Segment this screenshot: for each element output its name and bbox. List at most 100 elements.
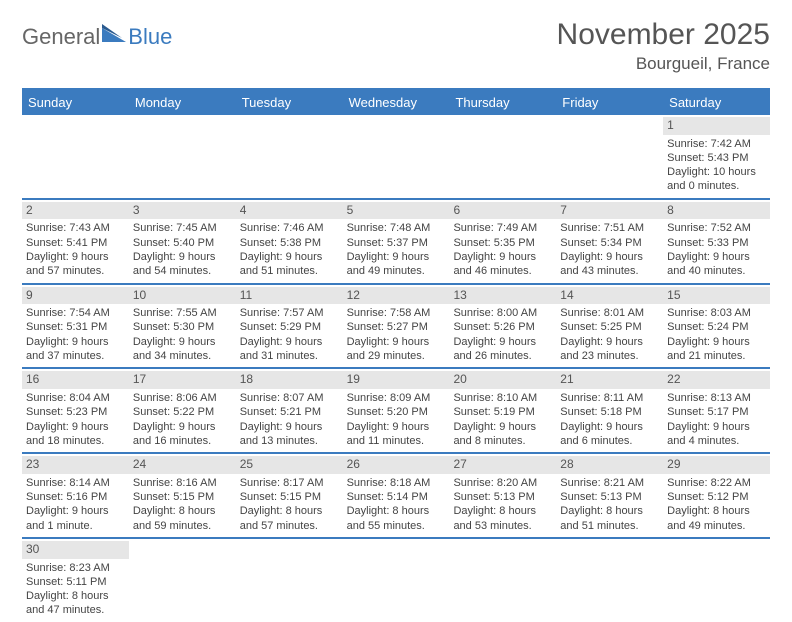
calendar-cell: 24Sunrise: 8:16 AMSunset: 5:15 PMDayligh…: [129, 454, 236, 537]
sunrise-text: Sunrise: 7:42 AM: [667, 137, 766, 151]
sunrise-text: Sunrise: 8:09 AM: [347, 391, 446, 405]
daylight-text: Daylight: 8 hours and 47 minutes.: [26, 589, 125, 618]
title-block: November 2025 Bourgueil, France: [557, 18, 770, 74]
calendar-cell: 22Sunrise: 8:13 AMSunset: 5:17 PMDayligh…: [663, 369, 770, 452]
week-row: 30Sunrise: 8:23 AMSunset: 5:11 PMDayligh…: [22, 539, 770, 622]
calendar-cell: 17Sunrise: 8:06 AMSunset: 5:22 PMDayligh…: [129, 369, 236, 452]
sunset-text: Sunset: 5:26 PM: [453, 320, 552, 334]
sunrise-text: Sunrise: 8:06 AM: [133, 391, 232, 405]
calendar: SundayMondayTuesdayWednesdayThursdayFrid…: [22, 88, 770, 622]
sunrise-text: Sunrise: 8:01 AM: [560, 306, 659, 320]
calendar-cell: 26Sunrise: 8:18 AMSunset: 5:14 PMDayligh…: [343, 454, 450, 537]
calendar-cell: 20Sunrise: 8:10 AMSunset: 5:19 PMDayligh…: [449, 369, 556, 452]
sunrise-text: Sunrise: 7:46 AM: [240, 221, 339, 235]
calendar-cell-empty: [556, 115, 663, 198]
day-number: 20: [449, 371, 556, 389]
daylight-text: Daylight: 9 hours and 31 minutes.: [240, 335, 339, 364]
day-number: 5: [343, 202, 450, 220]
sunrise-text: Sunrise: 8:07 AM: [240, 391, 339, 405]
sunset-text: Sunset: 5:25 PM: [560, 320, 659, 334]
day-number: 15: [663, 287, 770, 305]
calendar-cell: 10Sunrise: 7:55 AMSunset: 5:30 PMDayligh…: [129, 285, 236, 368]
sunrise-text: Sunrise: 8:16 AM: [133, 476, 232, 490]
sunrise-text: Sunrise: 7:48 AM: [347, 221, 446, 235]
daylight-text: Daylight: 9 hours and 13 minutes.: [240, 420, 339, 449]
calendar-cell: 2Sunrise: 7:43 AMSunset: 5:41 PMDaylight…: [22, 200, 129, 283]
sunset-text: Sunset: 5:34 PM: [560, 236, 659, 250]
calendar-cell: 8Sunrise: 7:52 AMSunset: 5:33 PMDaylight…: [663, 200, 770, 283]
sunrise-text: Sunrise: 7:57 AM: [240, 306, 339, 320]
sunset-text: Sunset: 5:22 PM: [133, 405, 232, 419]
day-number: 21: [556, 371, 663, 389]
day-number: 18: [236, 371, 343, 389]
sunset-text: Sunset: 5:40 PM: [133, 236, 232, 250]
sunset-text: Sunset: 5:20 PM: [347, 405, 446, 419]
daylight-text: Daylight: 8 hours and 57 minutes.: [240, 504, 339, 533]
week-row: 23Sunrise: 8:14 AMSunset: 5:16 PMDayligh…: [22, 454, 770, 539]
calendar-cell: 21Sunrise: 8:11 AMSunset: 5:18 PMDayligh…: [556, 369, 663, 452]
sunrise-text: Sunrise: 8:20 AM: [453, 476, 552, 490]
calendar-cell: 14Sunrise: 8:01 AMSunset: 5:25 PMDayligh…: [556, 285, 663, 368]
sunset-text: Sunset: 5:35 PM: [453, 236, 552, 250]
sunset-text: Sunset: 5:21 PM: [240, 405, 339, 419]
calendar-cell: 6Sunrise: 7:49 AMSunset: 5:35 PMDaylight…: [449, 200, 556, 283]
logo: General Blue: [22, 24, 172, 50]
day-number: 9: [22, 287, 129, 305]
calendar-cell-empty: [556, 539, 663, 622]
daylight-text: Daylight: 8 hours and 49 minutes.: [667, 504, 766, 533]
day-number: 28: [556, 456, 663, 474]
sunset-text: Sunset: 5:33 PM: [667, 236, 766, 250]
calendar-cell: 29Sunrise: 8:22 AMSunset: 5:12 PMDayligh…: [663, 454, 770, 537]
daylight-text: Daylight: 9 hours and 1 minute.: [26, 504, 125, 533]
calendar-cell: 19Sunrise: 8:09 AMSunset: 5:20 PMDayligh…: [343, 369, 450, 452]
flag-icon: [102, 24, 126, 42]
daylight-text: Daylight: 9 hours and 40 minutes.: [667, 250, 766, 279]
calendar-cell: 7Sunrise: 7:51 AMSunset: 5:34 PMDaylight…: [556, 200, 663, 283]
day-number: 1: [663, 117, 770, 135]
day-number: 19: [343, 371, 450, 389]
day-number: 22: [663, 371, 770, 389]
sunset-text: Sunset: 5:27 PM: [347, 320, 446, 334]
logo-word1: General: [22, 24, 100, 50]
sunset-text: Sunset: 5:13 PM: [560, 490, 659, 504]
calendar-cell-empty: [129, 539, 236, 622]
calendar-cell: 11Sunrise: 7:57 AMSunset: 5:29 PMDayligh…: [236, 285, 343, 368]
daylight-text: Daylight: 8 hours and 55 minutes.: [347, 504, 446, 533]
calendar-cell: 5Sunrise: 7:48 AMSunset: 5:37 PMDaylight…: [343, 200, 450, 283]
day-number: 24: [129, 456, 236, 474]
week-row: 1Sunrise: 7:42 AMSunset: 5:43 PMDaylight…: [22, 115, 770, 200]
daylight-text: Daylight: 8 hours and 53 minutes.: [453, 504, 552, 533]
sunset-text: Sunset: 5:23 PM: [26, 405, 125, 419]
day-number: 27: [449, 456, 556, 474]
sunset-text: Sunset: 5:37 PM: [347, 236, 446, 250]
sunrise-text: Sunrise: 8:23 AM: [26, 561, 125, 575]
day-header: Sunday: [22, 90, 129, 115]
calendar-cell: 3Sunrise: 7:45 AMSunset: 5:40 PMDaylight…: [129, 200, 236, 283]
sunset-text: Sunset: 5:15 PM: [133, 490, 232, 504]
calendar-cell-empty: [236, 539, 343, 622]
day-number: 16: [22, 371, 129, 389]
daylight-text: Daylight: 9 hours and 37 minutes.: [26, 335, 125, 364]
calendar-cell: 30Sunrise: 8:23 AMSunset: 5:11 PMDayligh…: [22, 539, 129, 622]
day-number: 11: [236, 287, 343, 305]
day-number: 3: [129, 202, 236, 220]
sunrise-text: Sunrise: 7:51 AM: [560, 221, 659, 235]
sunrise-text: Sunrise: 8:04 AM: [26, 391, 125, 405]
calendar-cell: 4Sunrise: 7:46 AMSunset: 5:38 PMDaylight…: [236, 200, 343, 283]
day-number: 23: [22, 456, 129, 474]
sunrise-text: Sunrise: 8:03 AM: [667, 306, 766, 320]
sunset-text: Sunset: 5:29 PM: [240, 320, 339, 334]
day-header: Saturday: [663, 90, 770, 115]
calendar-cell: 1Sunrise: 7:42 AMSunset: 5:43 PMDaylight…: [663, 115, 770, 198]
sunrise-text: Sunrise: 7:45 AM: [133, 221, 232, 235]
sunrise-text: Sunrise: 8:00 AM: [453, 306, 552, 320]
sunset-text: Sunset: 5:31 PM: [26, 320, 125, 334]
day-header: Thursday: [449, 90, 556, 115]
sunrise-text: Sunrise: 8:10 AM: [453, 391, 552, 405]
sunrise-text: Sunrise: 7:49 AM: [453, 221, 552, 235]
calendar-cell: 15Sunrise: 8:03 AMSunset: 5:24 PMDayligh…: [663, 285, 770, 368]
calendar-cell: 13Sunrise: 8:00 AMSunset: 5:26 PMDayligh…: [449, 285, 556, 368]
day-header: Wednesday: [343, 90, 450, 115]
daylight-text: Daylight: 10 hours and 0 minutes.: [667, 165, 766, 194]
sunset-text: Sunset: 5:19 PM: [453, 405, 552, 419]
